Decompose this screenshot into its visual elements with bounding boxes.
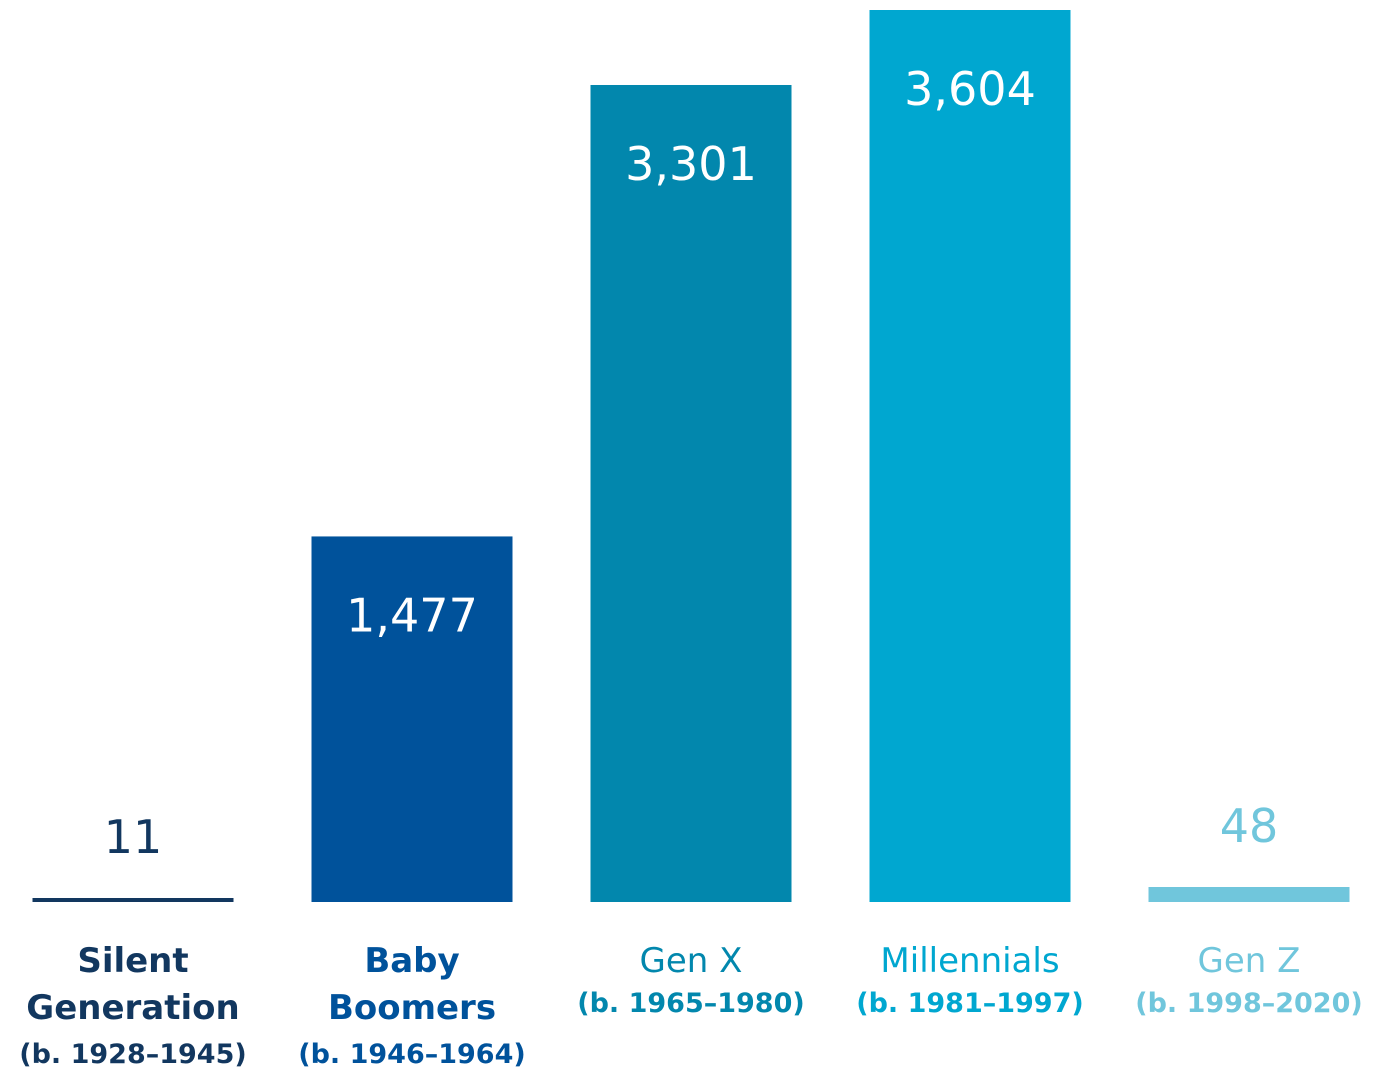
category-name-0-line-1: Generation bbox=[26, 988, 239, 1028]
value-label-1: 1,477 bbox=[346, 588, 478, 642]
category-name-2-line-0: Gen X bbox=[640, 941, 743, 981]
value-labels-group: 11 1,477 3,301 3,604 48 bbox=[104, 62, 1279, 864]
category-labels-group: Silent Generation (b. 1928–1945) Baby Boomer… bbox=[19, 941, 1362, 1067]
bar-4 bbox=[1148, 887, 1350, 902]
value-label-2: 3,301 bbox=[625, 137, 757, 191]
category-name-4-line-0: Gen Z bbox=[1198, 941, 1301, 981]
bar-0 bbox=[32, 898, 234, 902]
category-years-0: (b. 1928–1945) bbox=[19, 1039, 246, 1067]
value-label-3: 3,604 bbox=[904, 62, 1036, 116]
category-years-1: (b. 1946–1964) bbox=[298, 1039, 525, 1067]
category-name-3-line-0: Millennials bbox=[880, 941, 1059, 981]
bars-group bbox=[32, 10, 1350, 902]
value-label-0: 11 bbox=[104, 810, 163, 864]
category-years-2: (b. 1965–1980) bbox=[577, 988, 804, 1019]
category-years-3: (b. 1981–1997) bbox=[856, 988, 1083, 1019]
value-label-4: 48 bbox=[1220, 799, 1279, 853]
bar-1 bbox=[311, 536, 513, 902]
bar-3 bbox=[869, 10, 1071, 902]
category-name-1-line-0: Baby bbox=[364, 941, 459, 981]
category-name-0-line-0: Silent bbox=[77, 941, 188, 981]
bar-2 bbox=[590, 84, 792, 902]
category-name-1-line-1: Boomers bbox=[328, 988, 496, 1028]
category-years-4: (b. 1998–2020) bbox=[1135, 988, 1362, 1019]
